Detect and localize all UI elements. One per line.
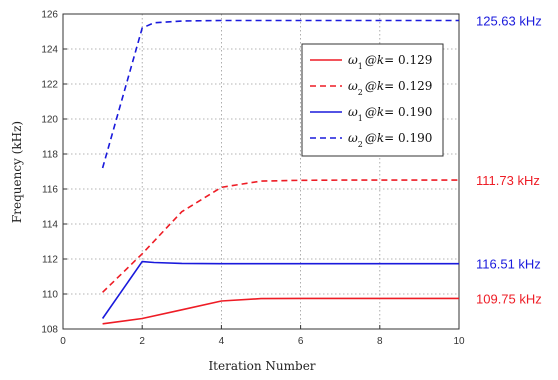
legend-label-4: ω2 @k= 0.190 [348, 131, 432, 149]
legend-label-3: ω1 @k= 0.190 [348, 105, 432, 123]
series-lines [101, 19, 459, 325]
legend-label-2: ω2 @k= 0.129 [348, 79, 432, 97]
x-tick-label: 4 [219, 336, 225, 347]
y-tick-label: 110 [42, 290, 58, 301]
y-axis-title: Frequency (kHz) [10, 121, 24, 223]
end-value-label-2: 111.73 kHz [476, 173, 540, 188]
legend-label-1: ω1 @k= 0.129 [348, 53, 432, 71]
x-axis-title: Iteration Number [208, 359, 315, 373]
series-line-1 [102, 297, 459, 325]
y-tick-label: 116 [42, 185, 58, 196]
x-tick-label: 6 [298, 336, 304, 347]
x-tick-label: 8 [377, 336, 383, 347]
y-tick-label: 120 [41, 115, 58, 126]
y-tick-label: 114 [42, 220, 58, 231]
x-tick-label: 10 [453, 336, 465, 347]
y-tick-label: 124 [41, 45, 58, 56]
end-value-label-1: 109.75 kHz [476, 291, 542, 306]
y-tick-label: 126 [41, 10, 58, 21]
y-tick-label: 108 [41, 325, 58, 336]
y-tick-label: 122 [41, 80, 58, 91]
end-value-label-4: 125.63 kHz [476, 13, 542, 28]
x-tick-label: 2 [139, 336, 145, 347]
end-value-labels: 109.75 kHz 111.73 kHz 116.51 kHz 125.63 kHz [476, 13, 542, 306]
y-tick-label: 118 [42, 150, 58, 161]
y-tick-label: 112 [42, 255, 58, 266]
series-line-2 [102, 179, 459, 293]
series-line-4 [101, 19, 459, 169]
series-line-3 [101, 260, 459, 319]
plot-frame [62, 13, 460, 330]
end-value-label-3: 116.51 kHz [476, 257, 541, 272]
legend: ω1 @k= 0.129 ω2 @k= 0.129 ω1 @k= 0.190 ω2 @k= 0… [301, 43, 444, 157]
x-tick-label: 0 [60, 336, 66, 347]
